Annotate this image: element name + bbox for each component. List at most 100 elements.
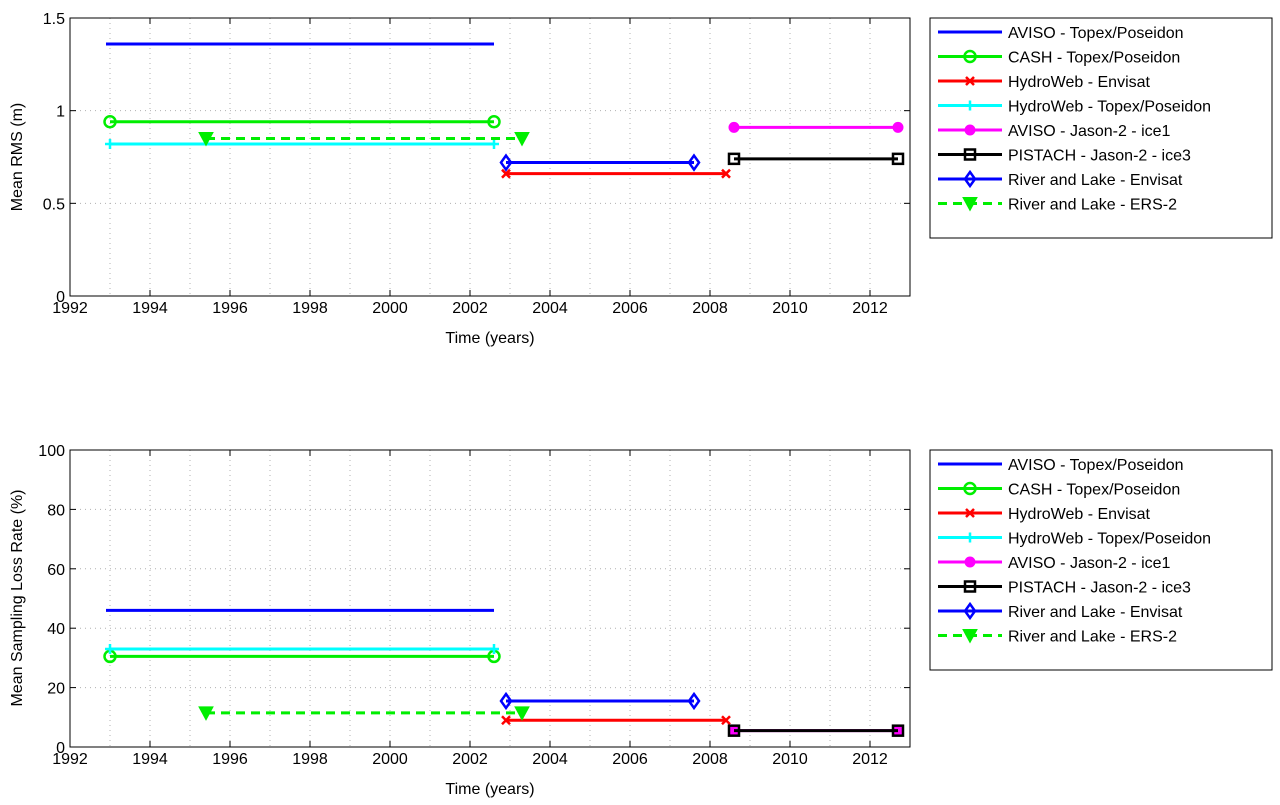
legend-item: AVISO - Jason-2 - ice1 [938,123,1171,140]
legend-marker [965,76,975,86]
legend-marker [963,169,977,189]
legend-item: AVISO - Topex/Poseidon [938,25,1184,42]
x-axis-label: Time (years) [445,781,534,798]
legend-item: River and Lake - Envisat [938,169,1183,189]
x-tick-label: 2008 [692,751,728,768]
legend-marker [965,508,975,518]
legend-label: HydroWeb - Envisat [1008,506,1151,523]
data-point [721,715,731,726]
series-hydroweb-envisat [501,715,731,726]
data-point [499,691,513,711]
data-point [105,643,115,654]
x-tick-label: 2000 [372,300,408,317]
legend-item: River and Lake - ERS-2 [938,629,1177,646]
data-point [687,691,701,711]
data-point [727,152,741,166]
legend-marker [962,629,978,644]
y-tick-label: 1.5 [43,11,65,28]
x-tick-label: 1996 [212,751,248,768]
legend-box [929,17,1273,239]
ticks: 1992 1994 1996 1998 2000 2002 2004 2006 2008 2010… [38,443,910,768]
legend-item: River and Lake - Envisat [938,601,1183,621]
legend-label: River and Lake - Envisat [1008,604,1183,621]
legend-item: River and Lake - ERS-2 [938,197,1177,214]
x-tick-label: 2006 [612,751,648,768]
y-tick-label: 0 [56,289,65,306]
data-point [514,131,530,147]
legend: AVISO - Topex/Poseidon CASH - Topex/Posei… [929,449,1273,671]
legend-label: River and Lake - ERS-2 [1008,629,1177,646]
legend-marker [963,580,977,593]
legend-label: HydroWeb - Topex/Poseidon [1008,531,1211,548]
data-point [489,643,499,654]
x-tick-label: 2012 [852,751,888,768]
axes-box [69,17,911,297]
x-tick-label: 1992 [52,751,88,768]
legend-marker [964,124,976,136]
y-tick-label: 100 [38,443,65,460]
legend-label: CASH - Topex/Poseidon [1008,50,1180,67]
legend-label: CASH - Topex/Poseidon [1008,482,1180,499]
y-tick-label: 0.5 [43,196,65,213]
legend-marker [963,49,977,64]
x-tick-label: 1992 [52,300,88,317]
legend-label: PISTACH - Jason-2 - ice3 [1008,148,1191,165]
x-tick-label: 2008 [692,300,728,317]
data-point [687,153,701,172]
data-point [891,152,905,166]
x-tick-label: 2004 [532,300,568,317]
y-axis-label: Mean Sampling Loss Rate (%) [9,490,26,707]
plot-area [70,18,910,296]
series-pistach-jason-2-ice3 [727,152,905,166]
y-tick-label: 20 [47,681,65,698]
x-tick-label: 1996 [212,300,248,317]
rms-chart: 1992 1994 1996 1998 2000 2002 2004 2006 2008 2010… [9,11,1273,347]
series-group [103,608,905,737]
series-river-and-lake-envisat [499,153,701,172]
data-point [489,139,499,150]
sampling-loss-chart: 1992 1994 1996 1998 2000 2002 2004 2006 2008 2010… [9,443,1273,798]
legend-label: AVISO - Jason-2 - ice1 [1008,555,1171,572]
y-tick-label: 0 [56,740,65,757]
data-point [499,153,513,172]
data-point [487,115,501,129]
x-tick-label: 2000 [372,751,408,768]
legend-box [929,449,1273,671]
data-point [103,115,117,129]
legend-marker [965,532,975,543]
legend-label: PISTACH - Jason-2 - ice3 [1008,580,1191,597]
series-river-and-lake-ers-2 [198,131,530,147]
legend-item: HydroWeb - Envisat [938,74,1151,91]
data-point [501,715,511,726]
series-river-and-lake-ers-2 [198,706,530,721]
legend-item: AVISO - Topex/Poseidon [938,457,1184,474]
data-point [728,121,740,133]
x-tick-label: 2002 [452,300,488,317]
x-tick-label: 1994 [132,300,168,317]
legend-marker [963,481,977,496]
y-tick-label: 40 [47,621,65,638]
legend-marker [964,556,976,568]
x-axis-label: Time (years) [445,330,534,347]
grid [70,450,910,747]
legend-item: CASH - Topex/Poseidon [938,482,1180,499]
legend: AVISO - Topex/Poseidon CASH - Topex/Posei… [929,17,1273,239]
y-axis-label: Mean RMS (m) [9,103,26,211]
y-tick-label: 60 [47,562,65,579]
legend-item: PISTACH - Jason-2 - ice3 [938,148,1191,165]
plot-area [70,450,910,747]
legend-marker [963,601,977,621]
x-tick-label: 2010 [772,751,808,768]
data-point [105,139,115,150]
legend-label: AVISO - Topex/Poseidon [1008,457,1184,474]
legend-item: AVISO - Jason-2 - ice1 [938,555,1171,572]
series-pistach-jason-2-ice3 [727,724,905,737]
data-point [727,724,741,737]
y-tick-label: 1 [56,104,65,121]
axes-box [69,449,911,748]
x-tick-label: 2012 [852,300,888,317]
legend-item: HydroWeb - Topex/Poseidon [938,99,1211,116]
series-river-and-lake-envisat [499,691,701,711]
series-hydroweb-topex-poseidon [105,643,499,654]
